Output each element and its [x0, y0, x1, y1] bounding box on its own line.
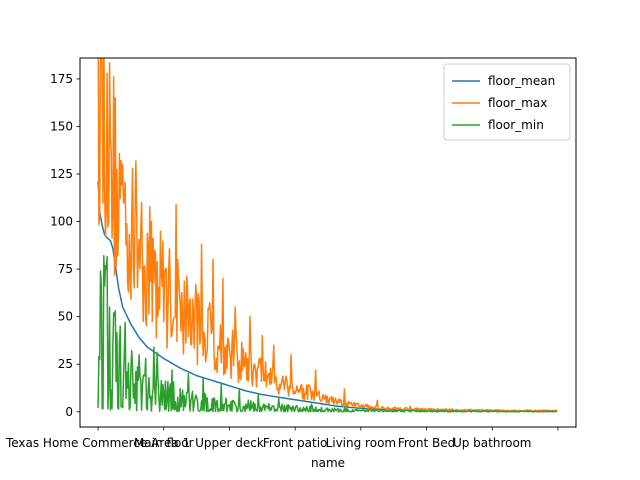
x-tick-label: Upper deck: [195, 436, 264, 450]
y-tick-label: 175: [50, 72, 73, 86]
y-tick-label: 150: [50, 119, 73, 133]
y-tick-label: 75: [58, 262, 73, 276]
legend: floor_mean floor_max floor_min: [443, 63, 571, 141]
x-tick-label: Front Bed: [398, 436, 455, 450]
legend-label: floor_max: [488, 96, 547, 110]
plot-lines: [97, 58, 558, 413]
x-tick-label: Living room: [326, 436, 397, 450]
x-tick-label: Front patio: [263, 436, 328, 450]
x-tick-label: Main floor: [134, 436, 194, 450]
series-line-floor-min: [97, 255, 558, 413]
y-axis: 0 25 50 75 100 125 150 175: [50, 72, 80, 419]
legend-box: [443, 63, 571, 141]
x-tick-label: Texas Home Commerce Area 1: [5, 436, 190, 450]
x-axis-title: name: [311, 456, 345, 470]
y-tick-label: 50: [58, 310, 73, 324]
x-tick-label: Up bathroom: [453, 436, 532, 450]
y-tick-label: 100: [50, 215, 73, 229]
legend-label: floor_mean: [488, 74, 555, 88]
y-tick-label: 0: [65, 405, 73, 419]
series-line-floor-max: [97, 58, 558, 412]
legend-label: floor_min: [488, 118, 544, 132]
y-tick-label: 125: [50, 167, 73, 181]
plot-frame: [79, 57, 577, 428]
y-tick-label: 25: [58, 357, 73, 371]
